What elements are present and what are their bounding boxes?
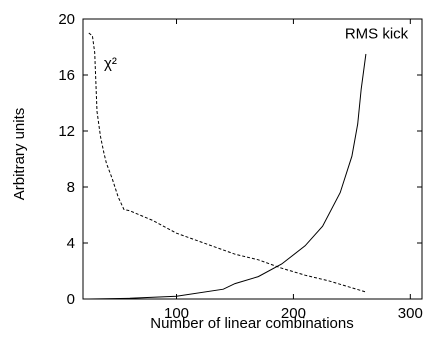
y-tick-label: 16 — [58, 67, 75, 84]
chi-squared-line — [88, 32, 367, 293]
x-tick-label: 200 — [281, 305, 306, 322]
y-tick-label: 12 — [58, 123, 75, 140]
rms-kick-label: RMS kick — [345, 26, 409, 43]
x-tick-label: 100 — [164, 305, 189, 322]
y-tick-label: 20 — [58, 11, 75, 28]
y-tick-label: 8 — [67, 179, 75, 196]
y-tick-label: 0 — [67, 291, 75, 308]
x-tick-label: 300 — [398, 305, 423, 322]
chi-squared-label: χ² — [104, 55, 117, 72]
rms-kick-line — [88, 53, 367, 300]
plot-frame — [82, 18, 423, 300]
plot-area: 100 200 300 0 4 8 12 16 20 χ² RMS kick — [58, 11, 423, 322]
x-axis-label: Number of linear combinations — [150, 315, 353, 332]
y-axis-label: Arbitrary units — [11, 108, 28, 201]
y-tick-label: 4 — [67, 235, 75, 252]
